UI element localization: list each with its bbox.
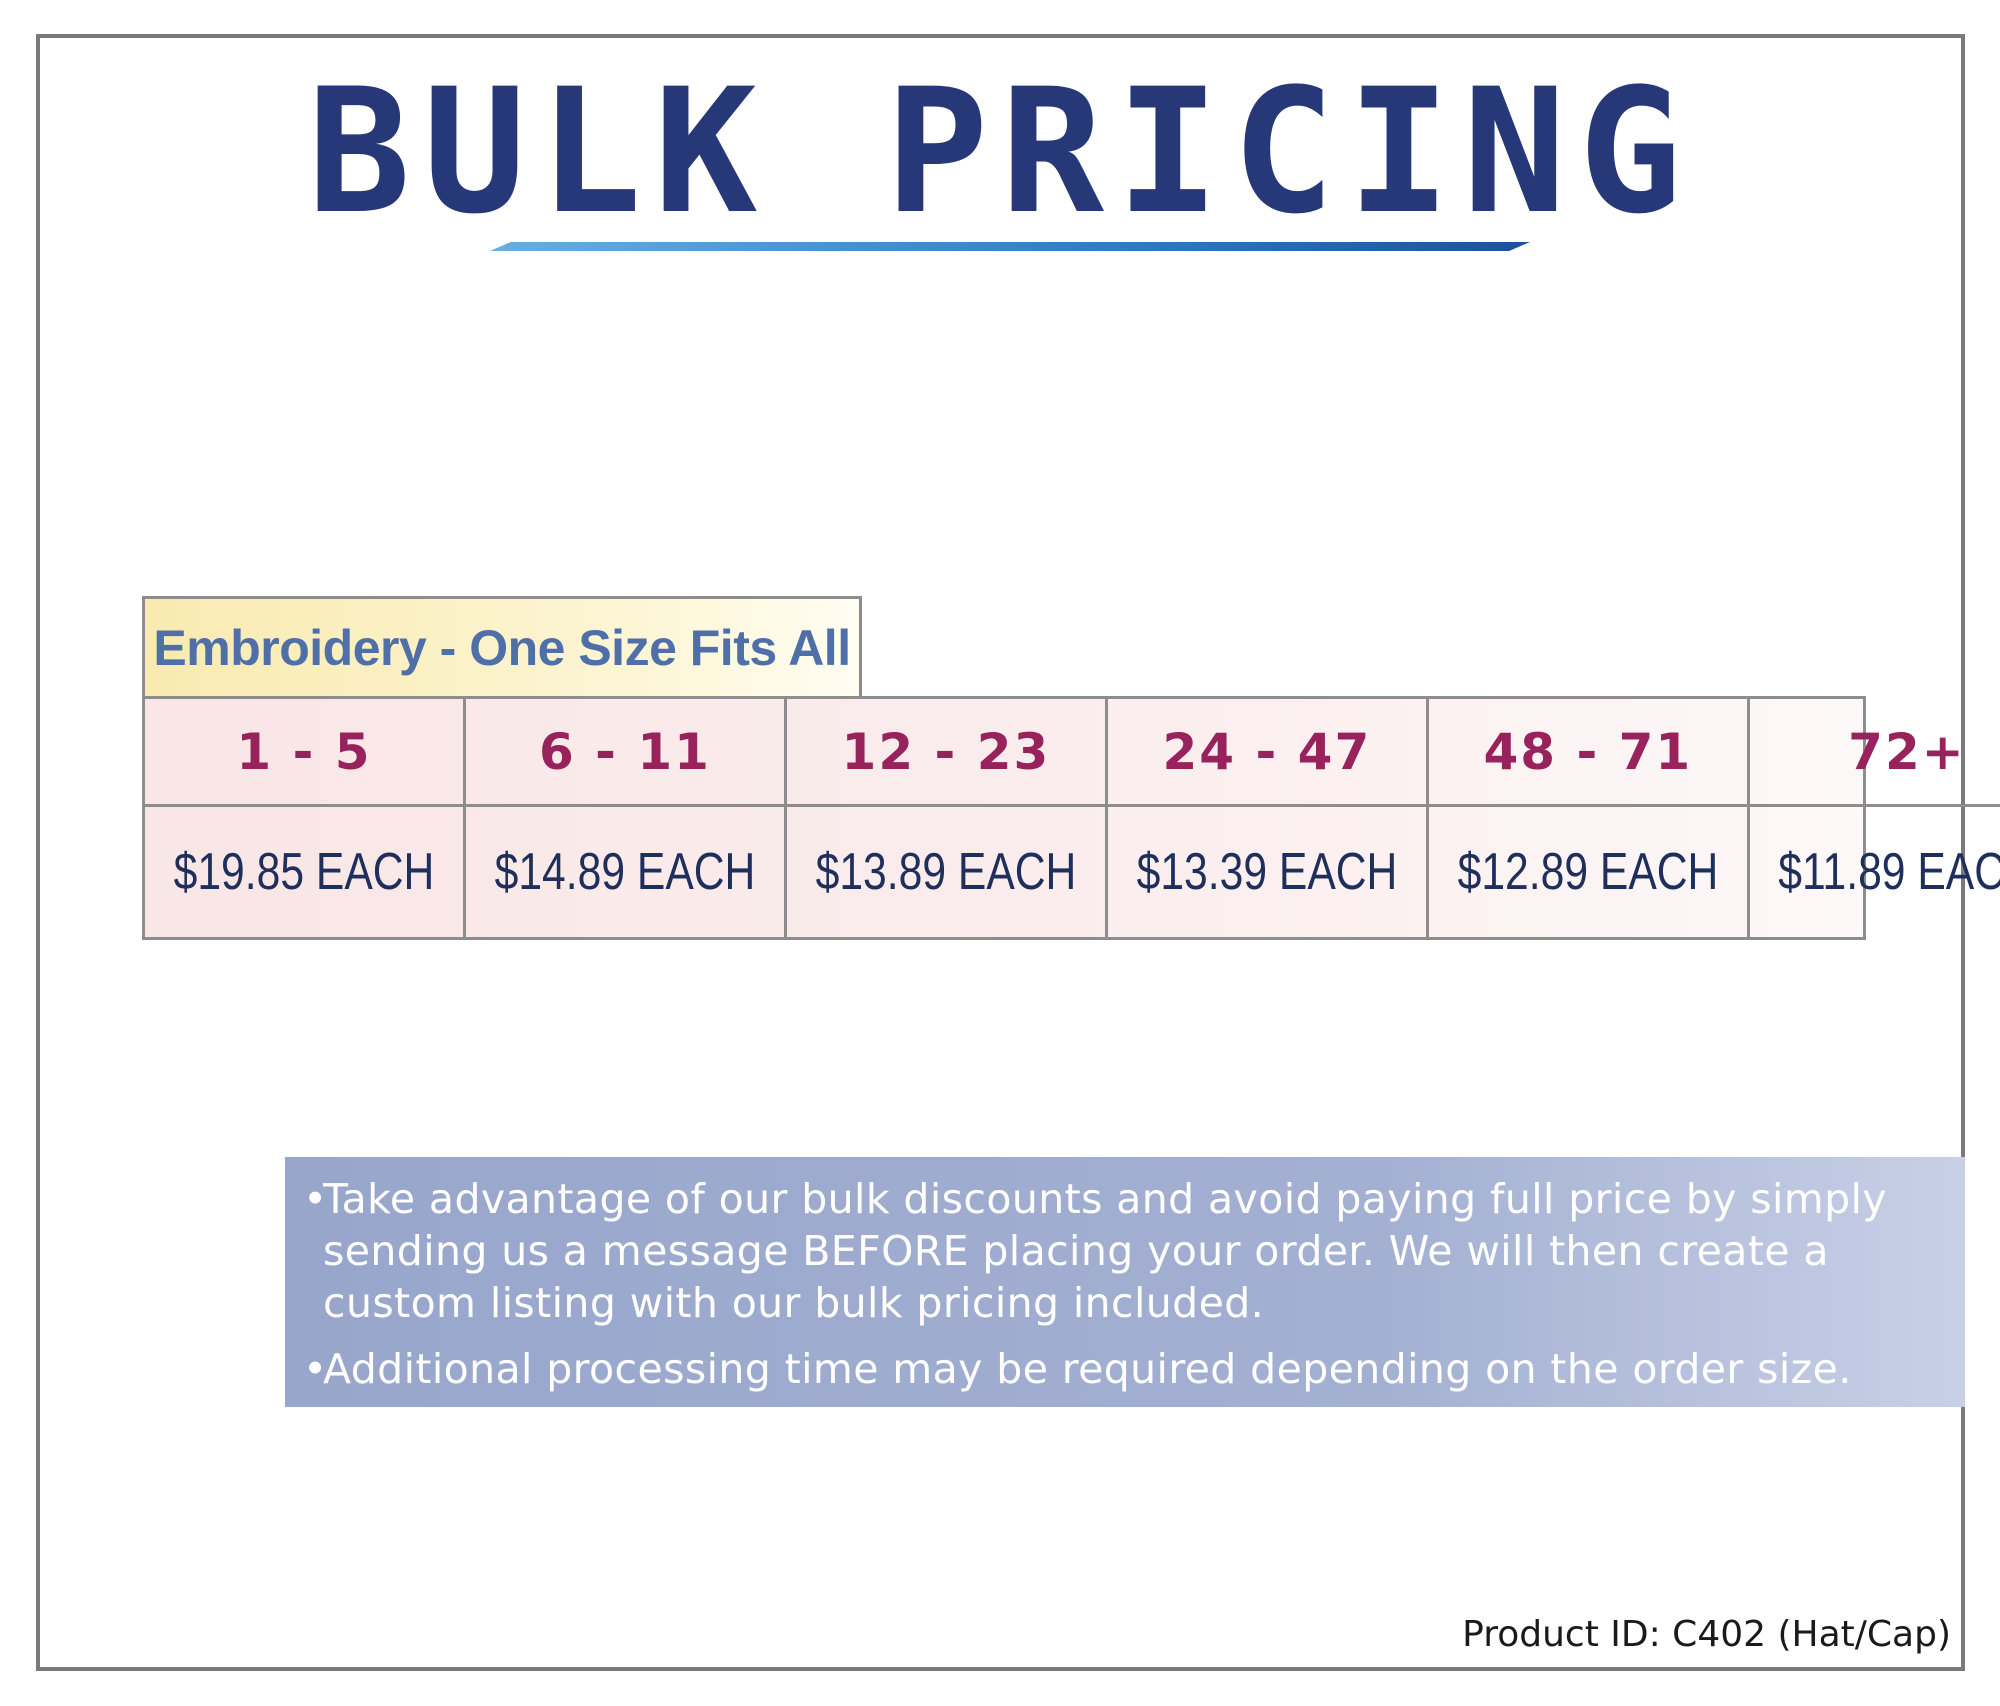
note-text: Additional processing time may be requir… — [323, 1345, 1852, 1393]
page-title: BULK PRICING — [307, 51, 1694, 252]
price-cell: $13.39 EACH — [1108, 807, 1429, 937]
price-text: $13.39 EACH — [1136, 843, 1398, 901]
pricing-table: 1 - 5 6 - 11 12 - 23 24 - 47 48 - 71 72+… — [142, 696, 2000, 940]
price-text: $12.89 EACH — [1457, 843, 1719, 901]
price-cell: $12.89 EACH — [1429, 807, 1750, 937]
note-item: • Additional processing time may be requ… — [303, 1343, 1941, 1395]
notes-box: • Take advantage of our bulk discounts a… — [285, 1157, 1965, 1407]
quantity-cell: 12 - 23 — [786, 699, 1108, 807]
table-header: Embroidery - One Size Fits All — [142, 596, 862, 696]
price-cell: $13.89 EACH — [787, 807, 1108, 937]
price-text: $19.85 EACH — [173, 843, 435, 901]
price-cell: $14.89 EACH — [466, 807, 787, 937]
quantity-cell: 72+ — [1749, 699, 2000, 807]
quantity-cell: 48 - 71 — [1428, 699, 1750, 807]
product-id: Product ID: C402 (Hat/Cap) — [1462, 1614, 1951, 1655]
quantity-cell: 24 - 47 — [1107, 699, 1429, 807]
note-text: Take advantage of our bulk discounts and… — [323, 1175, 1887, 1327]
bullet-icon: • — [303, 1175, 328, 1223]
price-cell: $19.85 EACH — [145, 807, 466, 937]
price-text: $14.89 EACH — [494, 843, 756, 901]
price-text: $13.89 EACH — [815, 843, 1077, 901]
price-cell: $11.89 EACH — [1750, 807, 2000, 937]
bullet-icon: • — [303, 1345, 328, 1393]
quantity-cell: 6 - 11 — [465, 699, 787, 807]
note-item: • Take advantage of our bulk discounts a… — [303, 1173, 1941, 1329]
price-text: $11.89 EACH — [1778, 843, 2000, 901]
title-underline — [490, 242, 1530, 251]
quantity-cell: 1 - 5 — [145, 699, 466, 807]
pricing-card: BULK PRICING Embroidery - One Size Fits … — [36, 34, 2000, 1671]
